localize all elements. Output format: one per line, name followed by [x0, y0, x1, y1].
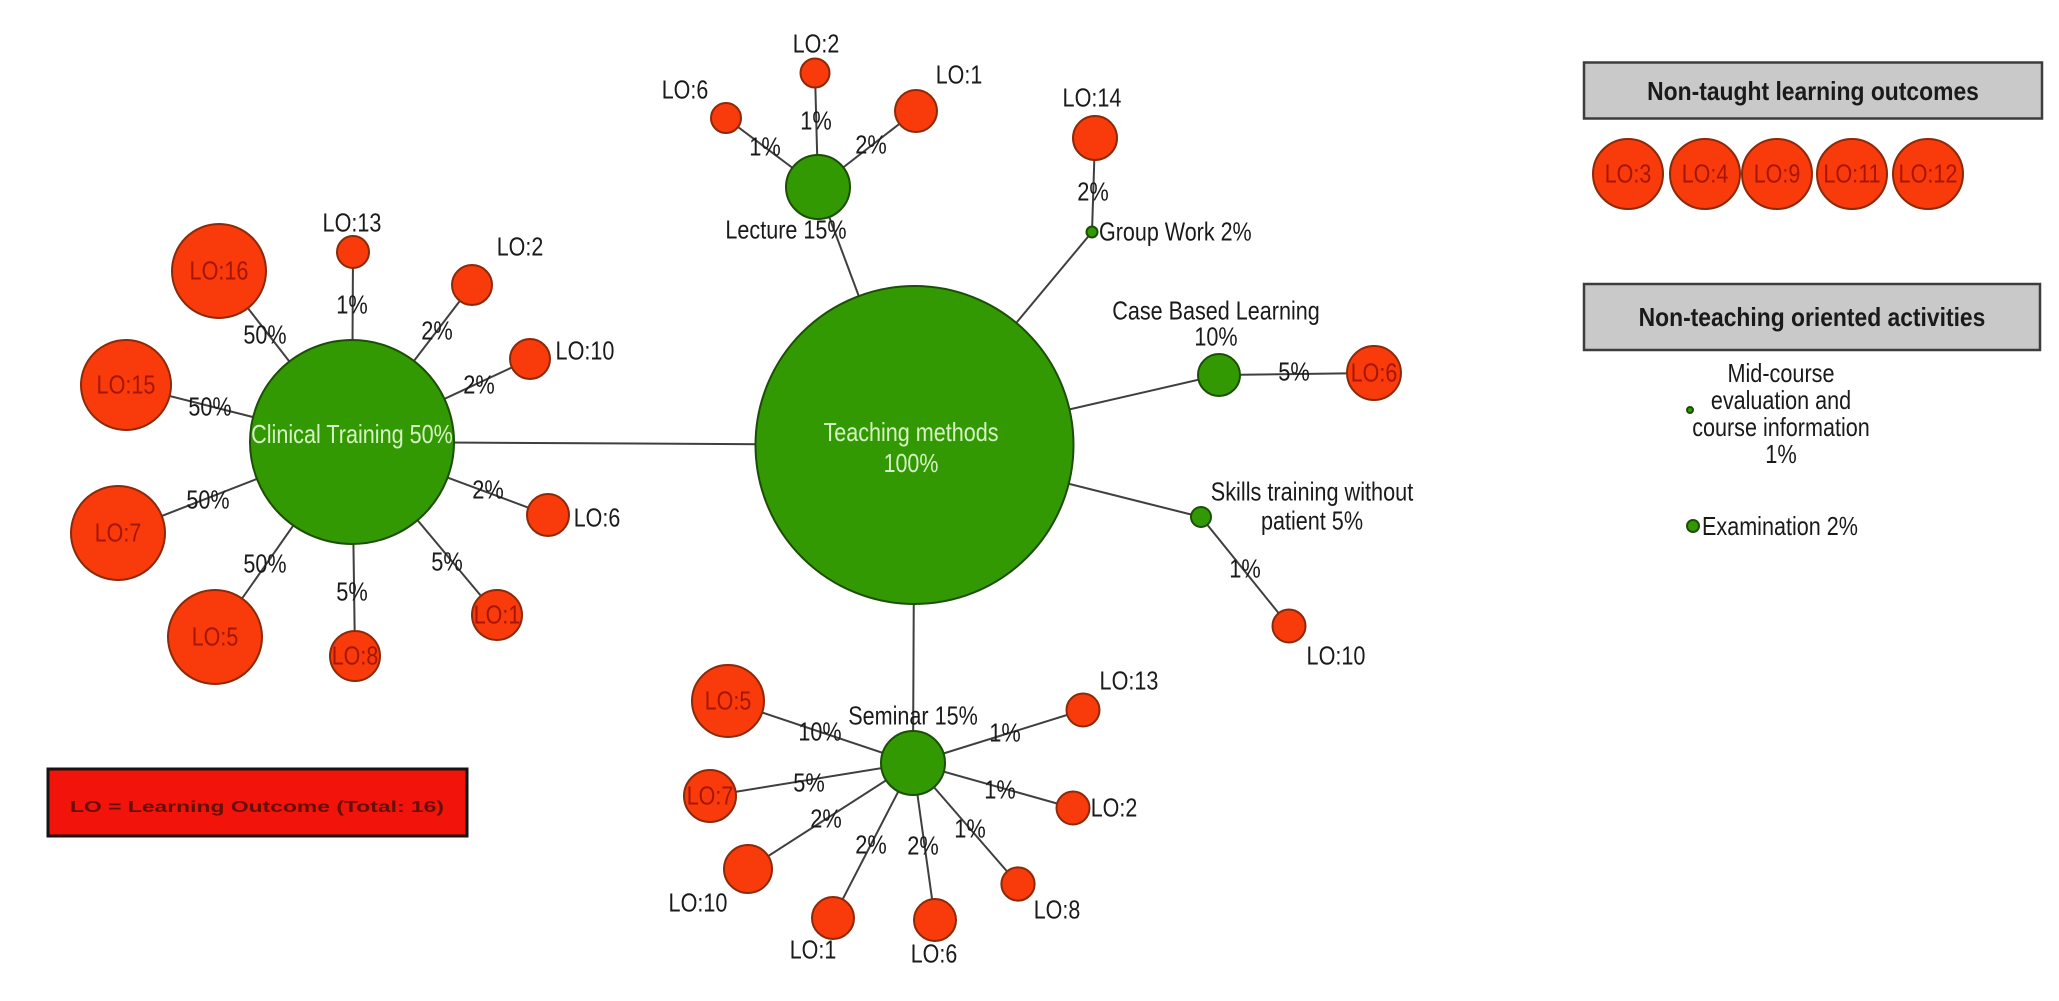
- svg-text:LO:11: LO:11: [1823, 159, 1880, 189]
- svg-text:5%: 5%: [793, 768, 825, 798]
- svg-text:LO:1: LO:1: [936, 60, 983, 90]
- svg-text:course information: course information: [1692, 412, 1870, 442]
- svg-text:LO:10: LO:10: [669, 888, 728, 918]
- svg-text:1%: 1%: [749, 132, 781, 162]
- svg-text:LO:16: LO:16: [190, 256, 249, 286]
- svg-text:LO:4: LO:4: [1682, 159, 1729, 189]
- svg-text:5%: 5%: [1278, 357, 1310, 387]
- svg-text:Skills training without: Skills training without: [1211, 477, 1414, 507]
- svg-text:Mid-course: Mid-course: [1727, 358, 1834, 388]
- svg-text:1%: 1%: [984, 775, 1016, 805]
- svg-text:1%: 1%: [800, 106, 832, 136]
- svg-text:evaluation and: evaluation and: [1711, 385, 1851, 415]
- svg-text:LO:6: LO:6: [574, 503, 621, 533]
- svg-text:Lecture 15%: Lecture 15%: [725, 215, 846, 245]
- svg-text:LO:10: LO:10: [556, 336, 615, 366]
- svg-text:5%: 5%: [431, 547, 463, 577]
- svg-text:1%: 1%: [954, 814, 986, 844]
- svg-text:LO:6: LO:6: [1351, 358, 1398, 388]
- svg-text:1%: 1%: [1765, 439, 1797, 469]
- svg-text:LO:2: LO:2: [497, 232, 544, 262]
- svg-text:Seminar 15%: Seminar 15%: [848, 701, 978, 731]
- svg-text:2%: 2%: [463, 370, 495, 400]
- svg-text:Clinical Training 50%: Clinical Training 50%: [251, 419, 453, 449]
- svg-text:1%: 1%: [336, 290, 368, 320]
- svg-text:2%: 2%: [1077, 177, 1109, 207]
- svg-text:LO:2: LO:2: [1091, 793, 1138, 823]
- svg-text:LO:14: LO:14: [1063, 83, 1122, 113]
- svg-text:LO:5: LO:5: [705, 686, 752, 716]
- svg-text:Teaching methods: Teaching methods: [823, 417, 998, 447]
- svg-text:LO:3: LO:3: [1605, 159, 1652, 189]
- svg-text:5%: 5%: [336, 577, 368, 607]
- svg-text:50%: 50%: [243, 320, 286, 350]
- svg-text:LO:6: LO:6: [662, 75, 709, 105]
- svg-text:LO:7: LO:7: [687, 781, 734, 811]
- svg-text:patient 5%: patient 5%: [1261, 506, 1363, 536]
- svg-text:LO:1: LO:1: [790, 935, 837, 965]
- svg-text:Group Work 2%: Group Work 2%: [1099, 217, 1252, 247]
- svg-text:10%: 10%: [1194, 322, 1237, 352]
- svg-text:LO:13: LO:13: [323, 208, 382, 238]
- svg-text:1%: 1%: [989, 718, 1021, 748]
- svg-text:LO:10: LO:10: [1307, 641, 1366, 671]
- svg-text:LO = Learning Outcome (Total:: LO = Learning Outcome (Total: 16): [70, 799, 444, 816]
- svg-text:50%: 50%: [243, 549, 286, 579]
- svg-text:LO:12: LO:12: [1899, 159, 1958, 189]
- svg-text:Non-teaching oriented activiti: Non-teaching oriented activities: [1639, 302, 1986, 332]
- svg-text:LO:7: LO:7: [95, 518, 142, 548]
- svg-text:LO:2: LO:2: [793, 29, 840, 59]
- svg-text:Examination 2%: Examination 2%: [1702, 511, 1858, 541]
- svg-text:2%: 2%: [421, 316, 453, 346]
- svg-text:LO:13: LO:13: [1100, 666, 1159, 696]
- svg-text:10%: 10%: [798, 717, 841, 747]
- svg-text:Non-taught learning outcomes: Non-taught learning outcomes: [1647, 76, 1979, 106]
- svg-text:50%: 50%: [188, 392, 231, 422]
- svg-text:LO:8: LO:8: [332, 641, 379, 671]
- svg-text:2%: 2%: [472, 475, 504, 505]
- svg-text:Case Based Learning: Case Based Learning: [1112, 296, 1320, 326]
- svg-text:LO:15: LO:15: [97, 370, 156, 400]
- svg-text:LO:8: LO:8: [1034, 895, 1081, 925]
- svg-text:50%: 50%: [186, 485, 229, 515]
- svg-text:LO:9: LO:9: [1754, 159, 1801, 189]
- svg-text:1%: 1%: [1229, 554, 1261, 584]
- svg-text:LO:1: LO:1: [474, 600, 521, 630]
- svg-text:2%: 2%: [855, 830, 887, 860]
- svg-text:2%: 2%: [810, 804, 842, 834]
- svg-text:LO:5: LO:5: [192, 622, 239, 652]
- svg-text:2%: 2%: [907, 831, 939, 861]
- svg-text:LO:6: LO:6: [911, 939, 958, 969]
- svg-text:2%: 2%: [855, 130, 887, 160]
- svg-text:100%: 100%: [884, 448, 939, 478]
